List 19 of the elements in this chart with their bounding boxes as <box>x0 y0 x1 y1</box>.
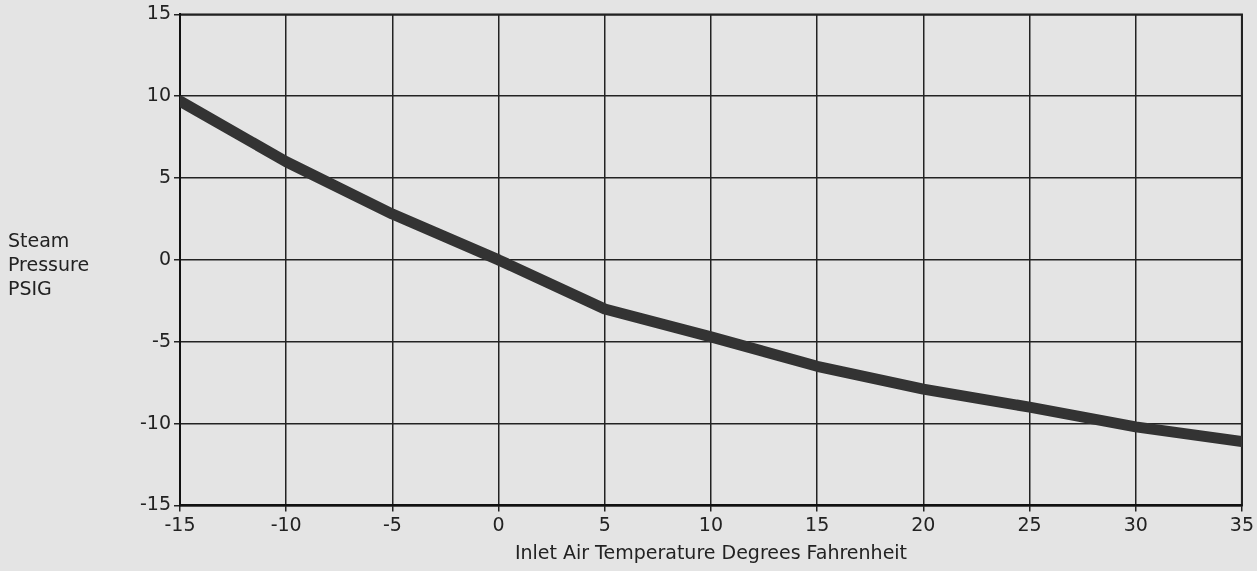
x-tick-label: 30 <box>1123 512 1148 535</box>
y-tick-label: -15 <box>139 492 171 515</box>
y-tick-label: 0 <box>158 246 171 269</box>
x-tick-label: 35 <box>1229 512 1255 535</box>
x-tick-label: 0 <box>492 512 505 535</box>
x-tick-label: 25 <box>1017 512 1042 535</box>
x-tick-label: 15 <box>805 512 830 535</box>
x-tick-label: 5 <box>598 512 611 535</box>
x-axis-title: Inlet Air Temperature Degrees Fahrenheit <box>514 540 908 563</box>
y-tick-label: 10 <box>146 83 171 106</box>
y-axis-title: Steam Pressure PSIG <box>8 228 91 300</box>
x-tick-label: 20 <box>911 512 936 535</box>
x-tick-label: 10 <box>698 512 724 535</box>
y-tick-label: -10 <box>139 410 171 433</box>
y-tick-label: 5 <box>158 165 171 187</box>
y-tick-label: 15 <box>146 1 171 24</box>
y-tick-label: -5 <box>152 328 171 351</box>
x-tick-label: -5 <box>382 512 402 535</box>
x-tick-label: -10 <box>270 512 302 535</box>
